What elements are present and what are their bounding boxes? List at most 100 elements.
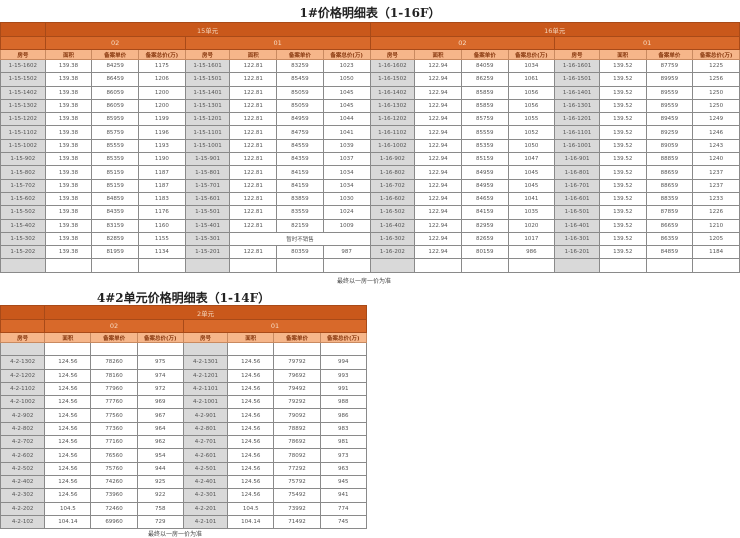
- room-number: 1-15-802: [0, 165, 46, 180]
- unit-price-cell: 85759: [460, 112, 509, 127]
- area-cell: 122.81: [229, 125, 278, 140]
- area-cell: 124.56: [44, 488, 92, 503]
- table-row: 1-15-502 139.38 84359 1176 1-15-501 122.81 835…: [0, 205, 740, 220]
- unit-price-cell: 85159: [91, 178, 140, 193]
- unit-price-cell: 84159: [276, 178, 324, 193]
- unit-price-cell: 82859: [91, 231, 140, 247]
- total-price-cell: 944: [136, 461, 184, 476]
- unit-price-cell: 80159: [460, 245, 509, 260]
- area-cell: 124.56: [227, 381, 275, 397]
- total-price-cell: 1237: [692, 165, 740, 180]
- unit-price-cell: 85559: [460, 125, 509, 140]
- total-price-cell: 1024: [322, 205, 371, 220]
- total-price-cell: 1039: [322, 138, 371, 154]
- area-cell: 139.52: [598, 125, 647, 140]
- table2-title: 4#2单元价格明细表（1-14F）: [96, 291, 271, 305]
- area-cell: 124.56: [227, 474, 275, 490]
- total-price-cell: 758: [136, 501, 184, 516]
- area-cell: 124.56: [44, 448, 92, 463]
- room-number: 4-2-501: [182, 461, 229, 476]
- area-cell: 139.38: [44, 178, 93, 193]
- unit-price-cell: 84959: [460, 165, 509, 180]
- column-header: 备案总价(万): [692, 49, 740, 60]
- area-cell: 139.52: [598, 85, 647, 100]
- room-number: 1-15-1602: [0, 58, 46, 74]
- unit-price-cell: 88659: [645, 165, 694, 180]
- unit-price-cell: 84859: [645, 245, 694, 260]
- total-price-cell: 1250: [692, 98, 740, 114]
- table-row: 4-2-402 124.56 74260 925 4-2-401 124.56 75792 9…: [0, 474, 368, 490]
- room-number: 1-16-1502: [369, 72, 416, 87]
- unit-price-cell: 85959: [91, 112, 140, 127]
- total-price-cell: 1041: [507, 191, 556, 207]
- area-cell: 139.38: [44, 218, 93, 233]
- table-row: 4-2-1102 124.56 77960 972 4-2-1101 124.56 7949…: [0, 381, 368, 397]
- total-price-cell: 986: [319, 408, 368, 423]
- room-number: 1-16-901: [554, 152, 600, 167]
- unit-price-cell: 82659: [460, 231, 509, 247]
- total-price-cell: 1199: [138, 112, 186, 127]
- unit-price-cell: 86359: [645, 231, 694, 247]
- total-price-cell: 1205: [692, 231, 740, 247]
- area-cell: 139.38: [44, 191, 93, 207]
- table-row: 4-2-902 124.56 77560 967 4-2-901 124.56 79092 9…: [0, 408, 368, 423]
- unit-price-cell: 77960: [90, 381, 138, 397]
- room-number: 1-15-1101: [184, 125, 231, 140]
- unit-price-cell: 83859: [276, 191, 324, 207]
- unit-price-cell: 84959: [460, 178, 509, 193]
- area-cell: 124.56: [227, 355, 275, 370]
- header-corner: [0, 319, 46, 333]
- area-cell: 139.52: [598, 112, 647, 127]
- room-number: 1-15-1302: [0, 98, 46, 114]
- unit-price-cell: 86459: [91, 72, 140, 87]
- room-number: 1-15-1001: [184, 138, 231, 154]
- area-cell: 122.81: [229, 85, 278, 100]
- unit-price-cell: 81959: [91, 245, 140, 260]
- room-number: 1-16-1602: [369, 58, 416, 74]
- total-price-cell: 1050: [507, 138, 556, 154]
- area-cell: 122.94: [414, 138, 462, 154]
- area-cell: 122.81: [229, 138, 278, 154]
- total-price-cell: 729: [136, 514, 184, 530]
- table-cell: [229, 258, 278, 273]
- room-number: 4-2-502: [0, 461, 46, 476]
- unit-price-cell: 86059: [91, 98, 140, 114]
- total-price-cell: 986: [507, 245, 556, 260]
- room-number: 1-16-1501: [554, 72, 600, 87]
- column-header: 房号: [184, 49, 231, 60]
- column-header: 面积: [229, 49, 278, 60]
- unit-price-cell: 85559: [91, 138, 140, 154]
- area-cell: 122.94: [414, 165, 462, 180]
- unit-price-cell: 77760: [90, 395, 138, 410]
- total-price-cell: 975: [136, 355, 184, 370]
- unit-price-cell: 78692: [273, 435, 321, 450]
- table-cell: [44, 258, 93, 273]
- table-row: 4-2-1002 124.56 77760 969 4-2-1001 124.56 7929…: [0, 395, 368, 410]
- unit-price-cell: 76560: [90, 448, 138, 463]
- room-number: 1-16-1302: [369, 98, 416, 114]
- column-header: 面积: [44, 49, 93, 60]
- unit-price-cell: 84259: [91, 58, 140, 74]
- table-row: 4-2-1202 124.56 78160 974 4-2-1201 124.56 7969…: [0, 368, 368, 383]
- area-cell: 124.56: [227, 395, 275, 410]
- area-cell: 139.52: [598, 205, 647, 220]
- room-number: 4-2-102: [0, 514, 46, 530]
- unit-price-cell: 85359: [460, 138, 509, 154]
- area-cell: 122.81: [229, 245, 278, 260]
- table-row: 1-15-602 139.38 84859 1183 1-15-601 122.81 838…: [0, 191, 740, 207]
- total-price-cell: 1056: [507, 98, 556, 114]
- unit-price-cell: 84159: [460, 205, 509, 220]
- room-number: 4-2-302: [0, 488, 46, 503]
- total-price-cell: 1045: [507, 165, 556, 180]
- total-price-cell: 1017: [507, 231, 556, 247]
- total-price-cell: 1035: [507, 205, 556, 220]
- total-price-cell: 994: [319, 355, 368, 370]
- unit-price-cell: 83159: [91, 218, 140, 233]
- area-cell: 122.81: [229, 72, 278, 87]
- unit-price-cell: 89959: [645, 72, 694, 87]
- column-header: 备案单价: [276, 49, 324, 60]
- unit-price-cell: 79092: [273, 408, 321, 423]
- area-cell: 139.38: [44, 58, 93, 74]
- unit-price-cell: 69960: [90, 514, 138, 530]
- table-cell: [136, 341, 184, 357]
